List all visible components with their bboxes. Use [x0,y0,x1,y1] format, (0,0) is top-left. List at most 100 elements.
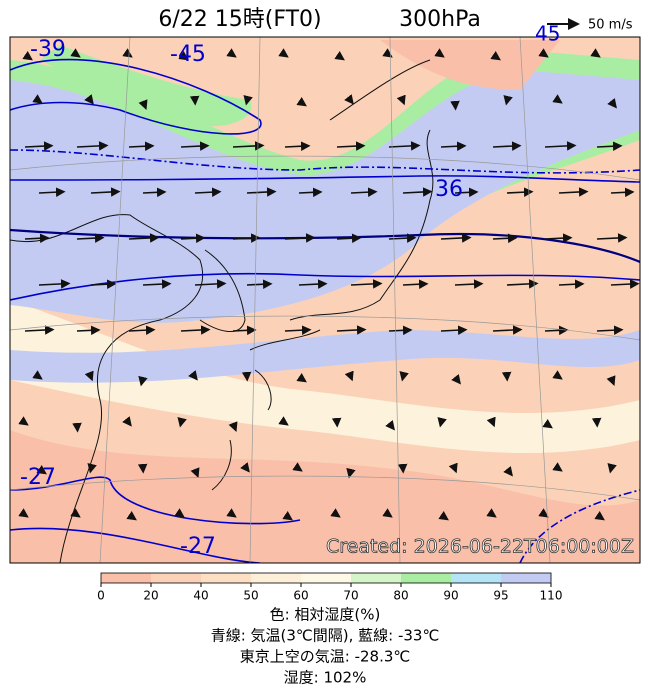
contour-label: -39 [30,37,66,62]
colorbar-segment [401,573,452,583]
coastlines [10,59,434,563]
caption-line: 湿度: 102% [284,669,367,687]
title: 6/22 15時(FT0) [158,7,321,32]
wind-arrow [596,325,624,335]
wind-arrow [142,279,172,289]
colorbar-segment [101,573,152,583]
wind-arrow [232,233,261,243]
humid-region [40,45,252,127]
contour-label: 36 [435,177,463,202]
wind-arrow [596,141,623,151]
wind-arrow [451,374,461,385]
caption-line: 青線: 気温(3℃間隔), 藍線: -33℃ [211,627,440,645]
wind-arrow [558,187,589,197]
wind-arrow [396,94,406,106]
wind-arrow [344,94,354,105]
caption-line: 東京上空の気温: -28.3℃ [240,648,410,666]
wind-arrow [385,420,395,431]
wind-arrow [606,375,616,386]
wind-arrow [128,325,156,335]
wind-arrow [278,48,289,58]
wind-arrow [596,233,628,243]
wind-arrow [90,279,117,289]
wind-arrow [246,187,277,197]
wind-arrow [399,371,409,382]
wind-arrow [228,421,238,432]
wind-arrow [194,279,227,289]
wind-arrow [440,233,472,243]
wind-arrow [506,187,534,197]
wind-arrow [126,511,137,521]
wind-arrow [506,279,539,289]
contour-label: -27 [180,534,216,559]
wind-arrow [284,233,316,243]
colorbar-segment [251,573,302,583]
wind-arrow [486,416,496,428]
wind-arrow [607,98,617,109]
wind-arrow [388,325,413,336]
wind-arrow [298,279,328,289]
caption-line: 色: 相対湿度(%) [270,606,381,624]
wind-arrow [282,511,293,521]
wind-arrow [334,51,345,61]
colorbar-tick-label: 90 [443,589,458,603]
wind-arrow [90,187,121,197]
wind-arrow [18,508,29,518]
wind-arrow [142,187,167,198]
wind-arrow [388,141,421,151]
wind-arrow [492,141,522,151]
wind-arrow [24,233,50,244]
wind-arrow [438,511,449,521]
wind-arrow [24,325,55,335]
wind-arrow [448,462,458,474]
colorbar-tick-label: 0 [97,589,105,603]
wind-arrow [434,48,445,58]
wind-arrow [32,94,43,104]
wind-arrow [76,325,101,336]
wind-arrow [330,508,341,518]
wind-arrow [402,187,433,197]
wind-arrow [38,279,71,289]
wind-arrow [226,48,237,58]
wind-arrow [36,465,47,475]
wind-arrow [232,325,257,336]
wind-arrow [296,97,307,107]
colorbar-tick-label: 110 [540,589,563,603]
wind-arrow [76,233,105,243]
dry-region [10,430,640,563]
wind-arrow [486,508,497,518]
colorbar-segment [151,573,202,583]
wind-arrow [194,187,222,197]
moist-region [10,300,640,453]
contour-label: -27 [20,465,56,490]
wind-arrow [178,51,189,61]
very-humid-band [10,330,640,383]
wind-arrow [180,141,210,151]
wind-arrow [440,325,468,335]
wind-arrow [336,141,366,151]
wind-arrow [503,466,513,477]
wind-arrow [18,416,29,426]
wind-arrow [72,422,82,433]
wind-arrow [454,279,484,289]
map-frame [9,36,641,564]
dry-region [380,40,560,90]
contour-label: -45 [170,42,206,67]
wind-arrow [138,375,148,387]
wind-arrow [350,279,383,289]
wind-arrow [32,370,43,380]
colorbar-tick-label: 20 [143,589,158,603]
wind-arrow [128,141,155,151]
wind-arrow [292,462,303,472]
wind-arrow [296,373,307,383]
wind-arrow [544,233,573,243]
wind-arrow [174,508,185,518]
wind-arrow [180,325,211,335]
colorbar-segment [351,573,402,583]
colorbar-segment [501,573,552,583]
created-stamp: Created: 2026-06-22T06:00:00Z [326,536,634,558]
wind-arrow [70,48,81,58]
wind-arrow [240,462,250,473]
colorbar-tick-label: 80 [393,589,408,603]
